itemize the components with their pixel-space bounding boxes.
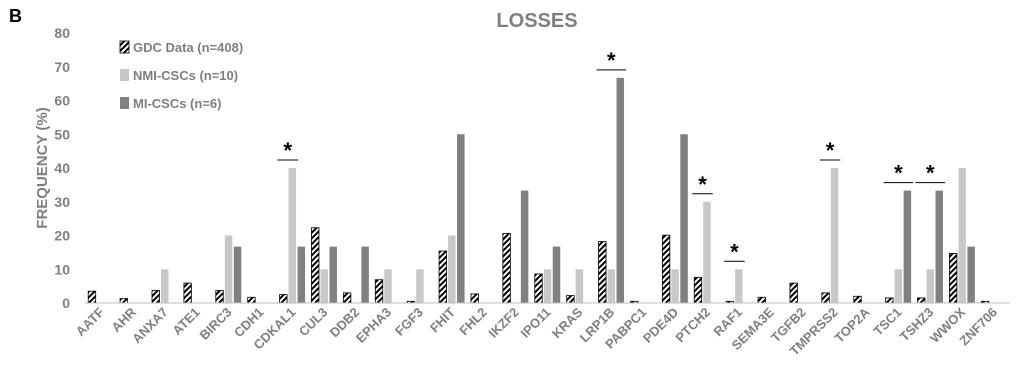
bar-fhit-series-1: [448, 235, 456, 303]
bar-fgf3-series-1: [416, 269, 424, 303]
bar-kras-series-1: [575, 269, 584, 303]
chart-title: LOSSES: [496, 10, 577, 32]
significance-star: *: [698, 172, 707, 197]
bar-wwox-series-1: [958, 168, 966, 303]
bar-tsc1-series-2: [903, 190, 912, 303]
legend-swatch: [120, 69, 129, 81]
legend: GDC Data (n=408) NMI-CSCs (n=10) MI-CSCs (…: [119, 40, 243, 111]
bar-sema3e-series-0: [757, 296, 766, 304]
bar-lrp1b-series-1: [607, 269, 616, 303]
panel-letter: B: [9, 6, 22, 26]
bar-ptch2-series-0: [693, 276, 703, 304]
category-label: CUL3: [296, 305, 331, 340]
bar-birc3-series-1: [224, 235, 233, 303]
bar-anxa7-series-0: [151, 290, 160, 304]
legend-label: MI-CSCs (n=6): [133, 96, 221, 111]
bar-pde4d-series-2: [680, 134, 688, 303]
y-tick-label: 30: [54, 194, 70, 210]
bar-ikzf2-series-0: [502, 233, 511, 304]
bar-epha3-series-0: [374, 279, 384, 304]
category-label: EPHA3: [353, 305, 394, 346]
bar-aatf-series-0: [87, 290, 97, 304]
bar-birc3-series-2: [233, 246, 242, 303]
bar-epha3-series-1: [384, 269, 392, 303]
bar-ate1-series-0: [183, 282, 192, 304]
significance-star: *: [607, 48, 616, 73]
bar-tmprss2-series-0: [821, 292, 830, 304]
y-axis-ticks: 0 10 20 30 40 50 60 70 80: [54, 25, 70, 311]
bar-ddb2-series-0: [342, 292, 352, 304]
significance-annotations: * * * * * * *: [277, 48, 946, 264]
significance-star: *: [284, 138, 293, 163]
bar-ahr-series-0: [119, 298, 128, 304]
bar-fhl2-series-0: [470, 293, 479, 304]
category-label: FGF3: [392, 305, 426, 339]
bar-cul3-series-0: [311, 227, 320, 304]
bar-ptch2-series-1: [703, 201, 711, 303]
y-tick-label: 20: [54, 228, 70, 244]
bar-ikzf2-series-2: [520, 190, 529, 303]
bar-lrp1b-series-2: [616, 77, 625, 303]
legend-label: NMI-CSCs (n=10): [133, 68, 238, 83]
bar-kras-series-0: [566, 295, 575, 304]
bar-tmprss2-series-1: [830, 168, 839, 303]
legend-label: GDC Data (n=408): [133, 40, 243, 55]
bar-ddb2-series-2: [361, 246, 369, 303]
significance-star: *: [926, 161, 935, 186]
bar-fhit-series-0: [438, 250, 447, 304]
significance-star: *: [826, 138, 835, 163]
bar-wwox-series-0: [949, 252, 958, 304]
bar-tshz3-series-1: [926, 269, 935, 303]
y-tick-label: 70: [54, 59, 70, 75]
y-axis-label: FREQUENCY (%): [34, 107, 51, 228]
bar-cdkal1-series-1: [288, 168, 297, 303]
bar-tsc1-series-1: [894, 269, 903, 303]
y-tick-label: 0: [62, 295, 70, 311]
significance-star: *: [894, 161, 903, 186]
category-label: AATF: [73, 304, 107, 338]
legend-swatch: [120, 97, 129, 109]
category-label: FHL2: [456, 305, 490, 339]
y-tick-label: 10: [54, 261, 70, 277]
y-tick-label: 40: [54, 160, 70, 176]
category-label: PDE4D: [640, 305, 681, 346]
bar-pde4d-series-1: [671, 269, 679, 303]
bar-anxa7-series-1: [160, 269, 169, 303]
bar-ipo11-series-0: [534, 273, 543, 304]
y-tick-label: 50: [54, 126, 70, 142]
legend-swatch: [119, 40, 130, 54]
bar-tshz3-series-0: [917, 297, 926, 304]
bar-raf1-series-1: [735, 269, 743, 303]
bar-tgfb2-series-0: [789, 282, 798, 304]
significance-star: *: [730, 239, 739, 264]
bar-tshz3-series-2: [935, 190, 944, 303]
category-label: IPO11: [517, 305, 553, 341]
bar-cul3-series-1: [320, 269, 328, 303]
bar-wwox-series-2: [967, 246, 975, 303]
bar-birc3-series-0: [215, 290, 224, 304]
bar-lrp1b-series-0: [598, 241, 607, 304]
bar-cul3-series-2: [329, 246, 337, 303]
bar-pde4d-series-0: [661, 234, 671, 304]
bar-ipo11-series-2: [552, 246, 561, 303]
bar-fhit-series-2: [457, 134, 465, 303]
category-label: BIRC3: [196, 305, 234, 343]
bars: [87, 77, 990, 304]
bar-cdkal1-series-2: [297, 246, 306, 303]
category-label: IKZF2: [486, 305, 522, 341]
bar-ipo11-series-1: [543, 269, 552, 303]
category-label: FHIT: [427, 304, 458, 335]
category-label: TOP2A: [831, 304, 873, 346]
category-label: ANXA7: [129, 305, 171, 347]
bar-top2a-series-0: [853, 295, 862, 304]
bar-cdh1-series-0: [247, 296, 256, 304]
category-labels: AATF AHRANXA7ATE1BIRC3CDH1CDKAL1CUL3DDB2E…: [73, 304, 1001, 358]
y-tick-label: 80: [54, 25, 70, 41]
bar-cdkal1-series-0: [279, 294, 288, 304]
category-label: PTCH2: [672, 305, 713, 346]
bar-tsc1-series-0: [885, 297, 894, 304]
y-tick-label: 60: [54, 93, 70, 109]
